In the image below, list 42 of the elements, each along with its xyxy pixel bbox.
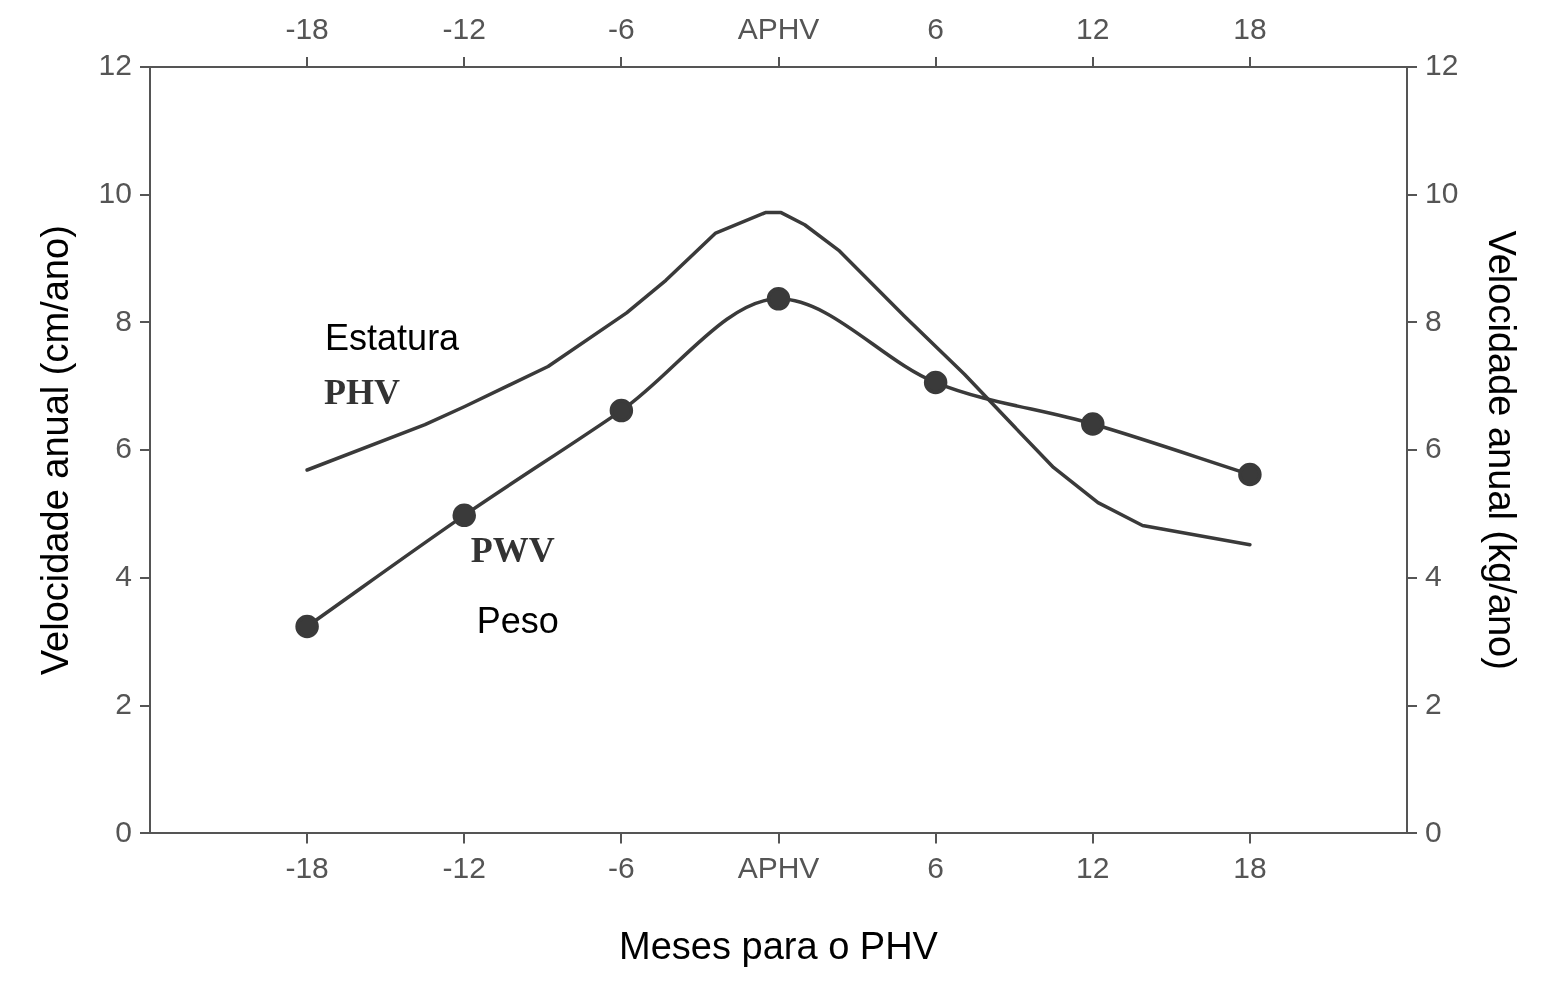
y2-tick-label: 0	[1425, 814, 1442, 848]
x-tick-label: -18	[285, 850, 329, 884]
point	[1081, 412, 1105, 436]
y2-tick-label: 10	[1425, 176, 1459, 209]
point	[609, 398, 634, 423]
point	[1238, 462, 1262, 487]
x-tick-label: APHV	[737, 850, 820, 884]
y2-tick-label: 12	[1425, 48, 1459, 82]
x-tick-label: 12	[1076, 850, 1110, 884]
y2-tick-label: 8	[1425, 303, 1442, 337]
point	[923, 370, 948, 395]
y2-axis-title: Velocidade anual (kg/ano)	[1480, 230, 1523, 670]
y2-tick-label: 4	[1425, 559, 1442, 593]
point	[452, 503, 476, 528]
x2-tick-label: -18	[285, 12, 329, 46]
x-axis-title: Meses para o PHV	[619, 924, 939, 967]
point	[295, 614, 319, 639]
annotation: Estatura	[325, 316, 461, 358]
y2-tick-label: 2	[1425, 686, 1442, 720]
x-tick-label: -12	[442, 850, 486, 884]
series-label: PWV	[470, 530, 555, 571]
y-tick-label: 12	[98, 48, 132, 82]
y-axis-title: Velocidade anual (cm/ano)	[34, 225, 77, 676]
x2-tick-label: 18	[1233, 12, 1267, 46]
series-label: PHV	[324, 372, 401, 413]
x2-tick-label: -6	[608, 12, 635, 46]
y-tick-label: 6	[115, 431, 132, 465]
y-tick-label: 8	[115, 303, 132, 337]
x2-tick-label: 6	[927, 12, 944, 46]
x2-tick-label: 12	[1076, 12, 1110, 46]
x-tick-label: 6	[927, 850, 944, 884]
x-tick-label: -6	[608, 850, 635, 884]
point	[766, 287, 791, 311]
y-tick-label: 2	[115, 686, 132, 720]
x-tick-label: 18	[1233, 850, 1267, 884]
y-tick-label: 10	[98, 176, 132, 209]
annotation: Peso	[476, 599, 559, 641]
x2-tick-label: APHV	[737, 12, 820, 46]
x2-tick-label: -12	[442, 12, 486, 46]
y2-tick-label: 6	[1425, 431, 1442, 465]
y-tick-label: 0	[115, 814, 132, 848]
y-tick-label: 4	[115, 559, 132, 593]
